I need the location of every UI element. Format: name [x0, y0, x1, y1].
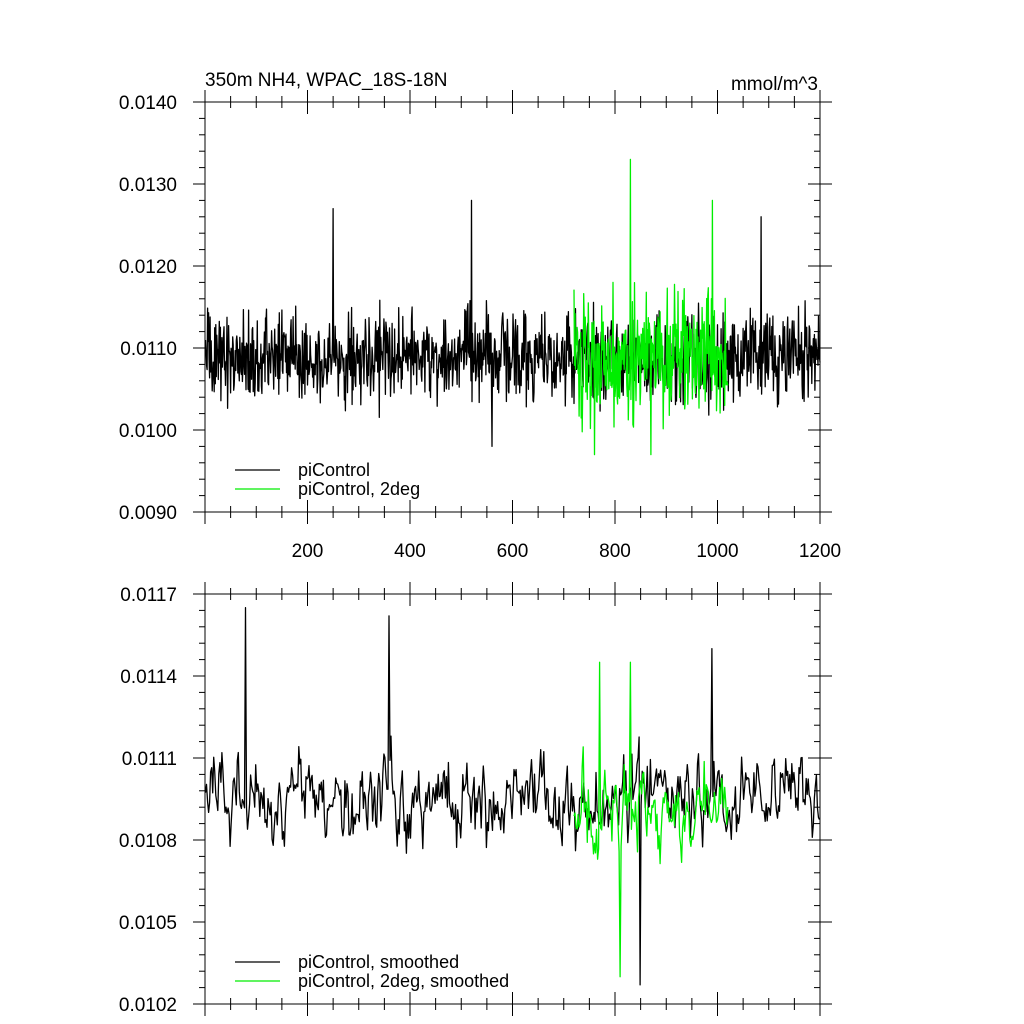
x-axis-tick-labels: 200 400 600 800 1000 1200 [292, 541, 841, 562]
x-tick-label: 1200 [799, 541, 841, 562]
legend: piControl, smoothed piControl, 2deg, smo… [235, 952, 509, 991]
top-panel: 350m NH4, WPAC_18S-18N mmol/m^3 200 400 60… [119, 70, 841, 562]
x-tick-label: 800 [599, 541, 631, 562]
series-line [204, 607, 821, 986]
y-tick-label: 0.0100 [119, 421, 177, 442]
y-tick-label: 0.0105 [119, 913, 177, 934]
x-tick-label: 200 [292, 541, 324, 562]
y-tick-label: 0.0117 [120, 585, 177, 606]
y-tick-label: 0.0090 [119, 503, 177, 524]
y-tick-label: 0.0102 [119, 995, 177, 1016]
x-axis-ticks [204, 582, 821, 1016]
y-tick-label: 0.0110 [120, 339, 177, 360]
y-axis-ticks [193, 593, 832, 1005]
y-tick-label: 0.0108 [119, 831, 177, 852]
y-tick-label: 0.0130 [119, 175, 177, 196]
legend: piControl piControl, 2deg [235, 460, 420, 499]
chart-title: 350m NH4, WPAC_18S-18N [205, 70, 448, 91]
series-picontrol-2deg [573, 158, 729, 456]
x-tick-label: 1000 [696, 541, 738, 562]
y-tick-label: 0.0120 [119, 257, 177, 278]
series-picontrol-smoothed [204, 607, 821, 986]
legend-label-picontrol-2deg: piControl, 2deg [298, 479, 420, 499]
series-line [204, 199, 821, 448]
y-tick-label: 0.0111 [122, 749, 177, 770]
y-tick-label: 0.0114 [120, 667, 177, 688]
units-label: mmol/m^3 [731, 74, 818, 95]
series-picontrol-2deg-smoothed [573, 661, 729, 978]
series-line [573, 158, 729, 456]
bottom-panel: 0.0102 0.0105 0.0108 0.0111 0.0114 0.0117 piC… [119, 582, 832, 1016]
plot-frame [204, 101, 821, 513]
y-tick-label: 0.0140 [119, 93, 177, 114]
legend-label-picontrol-2deg-smoothed: piControl, 2deg, smoothed [298, 971, 509, 991]
series-line [573, 661, 729, 978]
legend-label-picontrol: piControl [298, 460, 370, 480]
x-tick-label: 400 [394, 541, 426, 562]
series-picontrol [204, 199, 821, 448]
legend-label-picontrol-smoothed: piControl, smoothed [298, 952, 459, 972]
y-axis-ticks [193, 101, 832, 513]
y-axis-tick-labels: 0.0090 0.0100 0.0110 0.0120 0.0130 0.0140 [119, 93, 177, 524]
x-tick-label: 600 [497, 541, 529, 562]
x-axis-ticks [204, 90, 821, 524]
y-axis-tick-labels: 0.0102 0.0105 0.0108 0.0111 0.0114 0.0117 [119, 585, 178, 1016]
